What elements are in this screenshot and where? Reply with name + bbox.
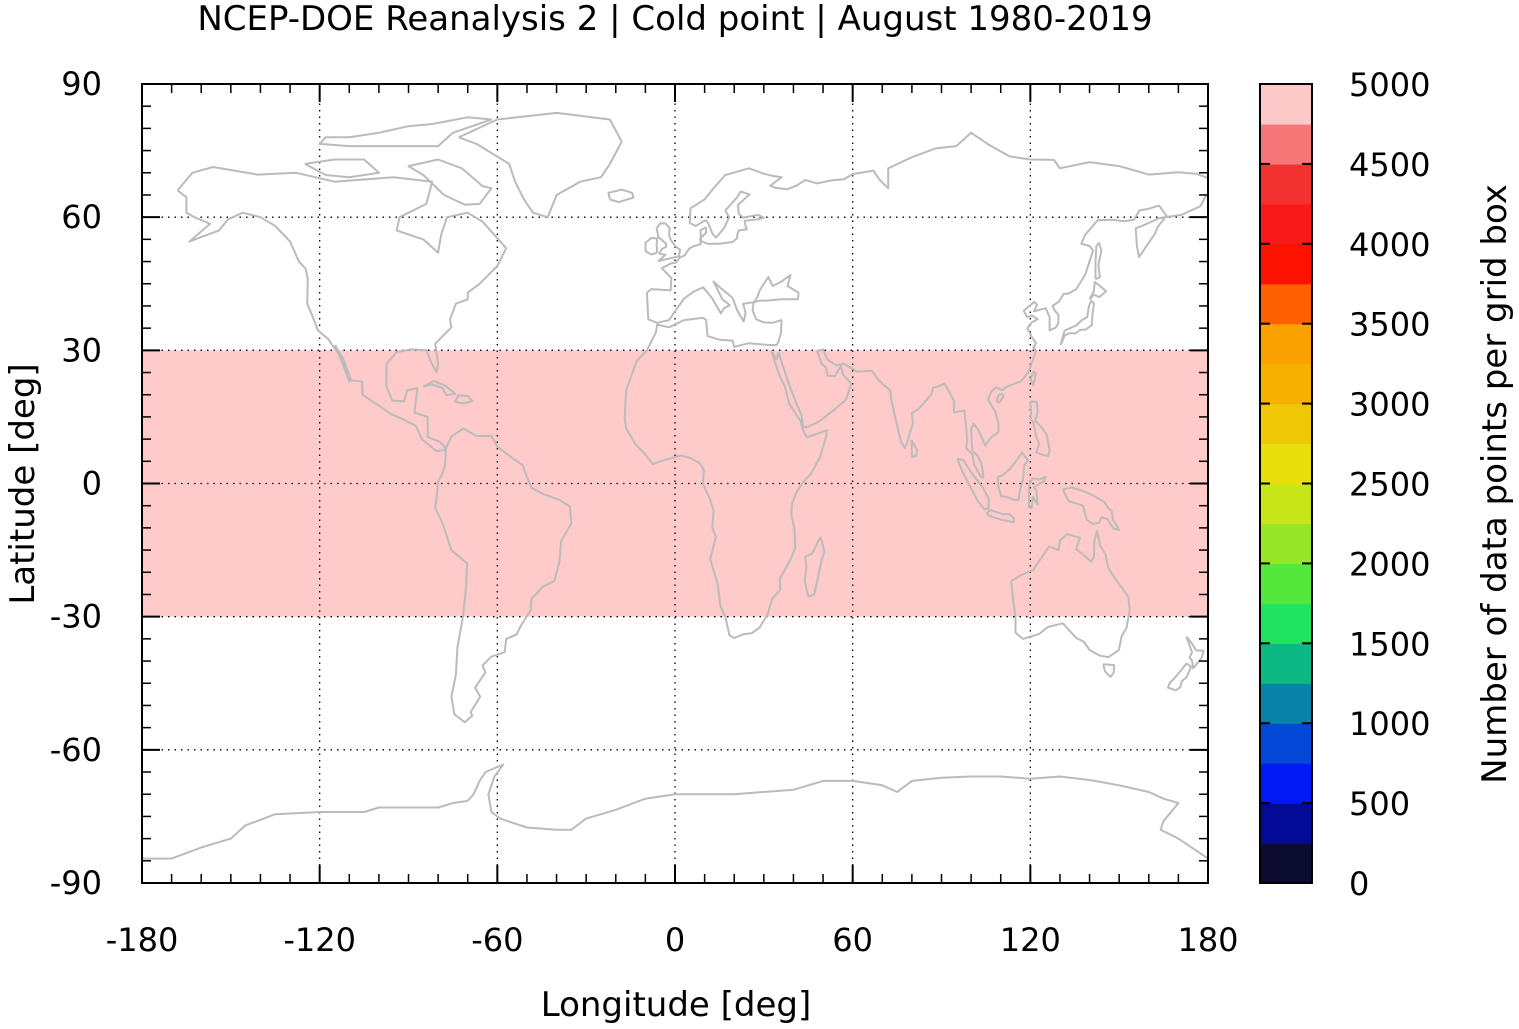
coastline-sri-lanka (910, 439, 919, 458)
chart-title: NCEP-DOE Reanalysis 2 | Cold point | Aug… (197, 0, 1152, 39)
coastline-arctic-isles-2 (304, 158, 380, 179)
colorbar-tick-label: 4000 (1349, 226, 1430, 264)
colorbar-tick-label: 0 (1349, 865, 1369, 903)
plot-frame (141, 83, 1209, 884)
colorbar-tick-label: 2500 (1349, 466, 1430, 504)
coastline-antarctica (142, 763, 1209, 860)
plot-area (141, 83, 1209, 884)
colorbar-tick-label: 3000 (1349, 386, 1430, 424)
coastline-tasmania (1102, 663, 1116, 678)
y-tick-label: 0 (82, 465, 102, 503)
coastline-java (985, 509, 1015, 524)
colorbar-tick-label: 4500 (1349, 146, 1430, 184)
coastline-philippines (1029, 400, 1051, 457)
coastline-britain (655, 222, 681, 263)
grid-lines (142, 84, 1208, 883)
colorbar-segment (1260, 523, 1312, 564)
y-tick-label: 90 (61, 65, 102, 103)
coastline-japan (1059, 299, 1095, 346)
coastline-ireland (644, 237, 659, 256)
coastline-greenland (458, 111, 623, 219)
coastline-australia (1010, 530, 1131, 659)
colorbar-segment (1260, 483, 1312, 525)
colorbar-segment (1260, 323, 1312, 365)
colorbar-segment (1260, 403, 1312, 445)
coastline-hokkaido (1088, 281, 1108, 300)
y-tick-labels: 90 60 30 0 -30 -60 -90 (50, 65, 102, 902)
y-axis-label: Latitude [deg] (3, 363, 43, 604)
colorbar-segment (1260, 683, 1312, 724)
colorbar-segment (1260, 603, 1312, 644)
colorbar-segment (1260, 203, 1312, 245)
x-tick-label: -60 (471, 921, 523, 959)
colorbar-tick-label: 500 (1349, 785, 1410, 823)
y-tick-label: 60 (61, 198, 102, 236)
coastline-sumatra (956, 457, 990, 511)
x-tick-label: 180 (1177, 921, 1238, 959)
colorbar (1259, 83, 1313, 884)
coastline-south-america (434, 427, 573, 724)
y-tick-label: -60 (50, 731, 102, 769)
coastline-nz-north (1185, 635, 1205, 670)
colorbar-segment (1260, 243, 1312, 285)
coastline-sakhalin (1094, 241, 1103, 281)
coastline-borneo (996, 451, 1029, 501)
coastline-nz-south (1167, 662, 1193, 692)
x-tick-label: 120 (1000, 921, 1061, 959)
coastline-hainan (995, 392, 1005, 404)
colorbar-segment (1260, 163, 1312, 205)
colorbar-segment (1260, 563, 1312, 604)
coastline-arctic-isles-1 (318, 116, 493, 148)
x-tick-label: 0 (665, 921, 685, 959)
colorbar-segment (1260, 283, 1312, 325)
x-tick-label: -180 (106, 921, 179, 959)
colorbar-segment (1260, 643, 1312, 684)
colorbar-tick-label: 1000 (1349, 705, 1430, 743)
y-tick-label: -30 (50, 598, 102, 636)
colorbar-segment (1260, 803, 1312, 844)
x-axis-label: Longitude [deg] (541, 985, 812, 1025)
colorbar-tick-label: 2000 (1349, 545, 1430, 583)
colorbar-segment (1260, 363, 1312, 405)
y-tick-label: 30 (61, 331, 102, 369)
coastline-sulawesi (1027, 475, 1047, 509)
x-tick-label: 60 (832, 921, 873, 959)
coastline-eurasia (623, 131, 1209, 639)
y-tick-label: -90 (50, 864, 102, 902)
coastline-taiwan (1029, 370, 1037, 387)
coastline-north-america (176, 166, 508, 453)
colorbar-tick-label: 5000 (1349, 66, 1430, 104)
coastline-cuba (422, 380, 457, 397)
colorbar-segment (1260, 843, 1312, 884)
coastline-new-guinea (1061, 486, 1121, 532)
coastline-hispaniola (453, 394, 474, 405)
colorbar-label: Number of data points per grid box (1475, 184, 1515, 784)
coastlines (142, 111, 1209, 860)
x-tick-label: -120 (283, 921, 356, 959)
x-tick-labels: -180 -120 -60 0 60 120 180 (106, 921, 1239, 959)
colorbar-segment (1260, 763, 1312, 804)
colorbar-segment (1260, 123, 1312, 165)
coastline-madagascar (803, 536, 826, 598)
coastline-iceland (607, 188, 635, 204)
minor-ticks (141, 83, 1209, 884)
colorbar-tick-label: 3500 (1349, 306, 1430, 344)
colorbar-segment (1260, 723, 1312, 764)
coastline-baffin (407, 158, 493, 206)
colorbar-segment (1260, 84, 1312, 125)
colorbar-tick-label: 1500 (1349, 625, 1430, 663)
colorbar-segment (1260, 443, 1312, 485)
